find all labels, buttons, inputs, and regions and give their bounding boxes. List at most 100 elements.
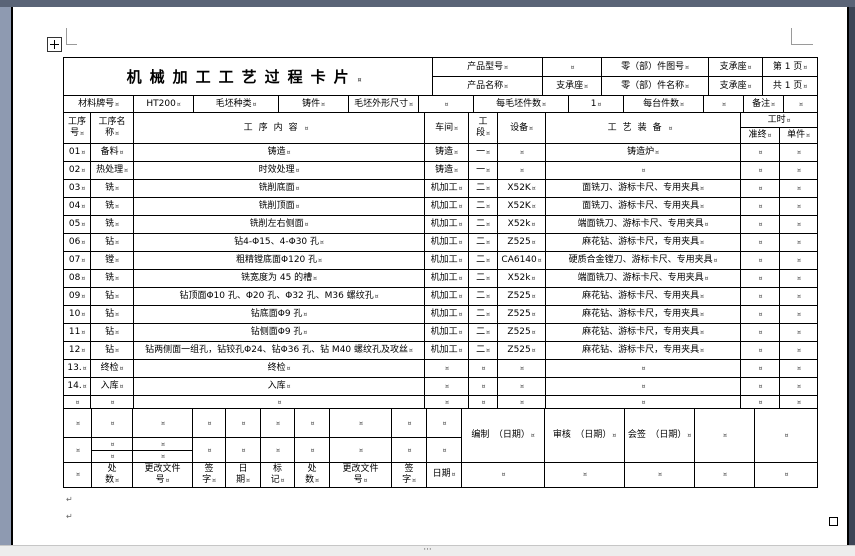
col-header-prep-time[interactable]: 准终¤ (740, 127, 780, 144)
table-resize-handle[interactable] (829, 517, 838, 526)
cell-op-name[interactable]: 备料¤ (90, 143, 134, 162)
cell-prep-time[interactable]: ¤ (740, 377, 780, 396)
cell-section[interactable]: 二¤ (468, 179, 498, 198)
cell-shop[interactable]: 机加工¤ (424, 233, 469, 252)
page-number[interactable]: 第 1 页¤ (762, 57, 818, 77)
signature-cell[interactable]: ¤ (694, 461, 755, 488)
cell-op-no[interactable]: 09¤ (63, 287, 91, 306)
cell-prep-time[interactable]: ¤ (740, 287, 780, 306)
cell-prep-time[interactable]: ¤ (740, 179, 780, 198)
blank-size-value[interactable]: ¤ (418, 95, 474, 113)
revision-cell[interactable]: ¤ (329, 437, 392, 463)
per-machine-label[interactable]: 每台件数¤ (623, 95, 704, 113)
revision-cell[interactable]: ¤ (91, 408, 133, 438)
cell-op-name[interactable]: 钻¤ (90, 341, 134, 360)
cell-unit-time[interactable]: ¤ (779, 251, 818, 270)
cell-equipment[interactable]: CA6140¤ (497, 251, 546, 270)
cell-shop[interactable]: 机加工¤ (424, 179, 469, 198)
cell-unit-time[interactable]: ¤ (779, 197, 818, 216)
cell-op-name[interactable]: ¤ (90, 395, 134, 409)
cell-unit-time[interactable]: ¤ (779, 323, 818, 342)
revision-cell[interactable]: ¤ (91, 450, 133, 463)
cell-shop[interactable]: ¤ (424, 377, 469, 396)
revision-cell[interactable]: ¤ (225, 437, 261, 463)
cell-op-name[interactable]: 热处理¤ (90, 161, 134, 180)
cell-op-name[interactable]: 铣¤ (90, 179, 134, 198)
page-title[interactable]: 机械加工工艺过程卡片¤ (63, 57, 433, 96)
cell-op-name[interactable]: 铣¤ (90, 215, 134, 234)
part-drawing-no-label[interactable]: 零（部）件图号¤ (601, 57, 709, 77)
cell-tooling[interactable]: 麻花钻、游标卡尺、专用夹具¤ (545, 287, 741, 306)
cell-equipment[interactable]: Z525¤ (497, 287, 546, 306)
cell-tooling[interactable]: 面铣刀、游标卡尺、专用夹具¤ (545, 197, 741, 216)
cell-equipment[interactable]: ¤ (497, 377, 546, 396)
total-pages[interactable]: 共 1 页¤ (762, 76, 818, 96)
blank-size-label[interactable]: 毛坯外形尺寸¤ (348, 95, 419, 113)
scrollbar-dots-icon[interactable]: ··· (423, 545, 432, 555)
cell-op-no[interactable]: 07¤ (63, 251, 91, 270)
signature-cell[interactable]: ¤ (544, 461, 625, 488)
cell-shop[interactable]: ¤ (424, 359, 469, 378)
cell-op-no[interactable]: 14.¤ (63, 377, 91, 396)
cell-op-content[interactable]: 铸造¤ (133, 143, 425, 162)
cell-op-name[interactable]: 终检¤ (90, 359, 134, 378)
cell-prep-time[interactable]: ¤ (740, 197, 780, 216)
cell-unit-time[interactable]: ¤ (779, 377, 818, 396)
col-header-section[interactable]: 工 段¤ (468, 112, 498, 144)
cell-equipment[interactable]: X52k¤ (497, 269, 546, 288)
col-header-unit-time[interactable]: 单件¤ (779, 127, 818, 144)
cell-op-name[interactable]: 入库¤ (90, 377, 134, 396)
cell-shop[interactable]: 铸造¤ (424, 161, 469, 180)
cell-tooling[interactable]: ¤ (545, 377, 741, 396)
cell-op-no[interactable]: ¤ (63, 395, 91, 409)
cell-tooling[interactable]: ¤ (545, 395, 741, 409)
cell-unit-time[interactable]: ¤ (779, 233, 818, 252)
cell-op-no[interactable]: 03¤ (63, 179, 91, 198)
signature-cell[interactable]: ¤ (754, 408, 818, 463)
reviewed-by-label[interactable]: 审核 （日期）¤ (544, 408, 625, 463)
cell-equipment[interactable]: Z525¤ (497, 323, 546, 342)
cell-equipment[interactable]: X52K¤ (497, 197, 546, 216)
col-header-hours[interactable]: 工时¤ (740, 112, 818, 128)
cell-section[interactable]: ¤ (468, 359, 498, 378)
cell-prep-time[interactable]: ¤ (740, 233, 780, 252)
part-name-value[interactable]: 支承座¤ (708, 76, 763, 96)
revision-header-date[interactable]: 日 期¤ (225, 461, 261, 488)
cell-op-name[interactable]: 铣¤ (90, 269, 134, 288)
cell-shop[interactable]: ¤ (424, 395, 469, 409)
cell-equipment[interactable]: X52k¤ (497, 215, 546, 234)
revision-header-sign[interactable]: 签 字¤ (391, 461, 427, 488)
blank-kind-value[interactable]: 铸件¤ (278, 95, 349, 113)
signature-cell[interactable]: ¤ (754, 461, 818, 488)
cell-shop[interactable]: 机加工¤ (424, 305, 469, 324)
compiled-by-label[interactable]: 编制 （日期）¤ (461, 408, 545, 463)
part-name-label[interactable]: 零（部）件名称¤ (601, 76, 709, 96)
cell-op-content[interactable]: 粗精镗底面Φ120 孔¤ (133, 251, 425, 270)
horizontal-scrollbar[interactable]: ··· (0, 545, 855, 556)
cell-op-content[interactable]: 铣削顶面¤ (133, 197, 425, 216)
cell-shop[interactable]: 机加工¤ (424, 269, 469, 288)
cell-op-content[interactable]: ¤ (133, 395, 425, 409)
blank-kind-label[interactable]: 毛坯种类¤ (193, 95, 279, 113)
cell-tooling[interactable]: 麻花钻、游标卡尺，专用夹具¤ (545, 233, 741, 252)
revision-cell[interactable]: ¤ (260, 437, 295, 463)
cell-tooling[interactable]: 麻花钻、游标卡尺，专用夹具¤ (545, 323, 741, 342)
signature-cell[interactable]: ¤ (694, 408, 755, 463)
cell-tooling[interactable]: 硬质合金镗刀、游标卡尺、专用夹具¤ (545, 251, 741, 270)
cell-unit-time[interactable]: ¤ (779, 179, 818, 198)
cell-tooling[interactable]: ¤ (545, 161, 741, 180)
product-name-value[interactable]: 支承座¤ (542, 76, 602, 96)
revision-cell[interactable]: ¤ (192, 437, 226, 463)
cell-op-content[interactable]: 钻4-Φ15、4-Φ30 孔¤ (133, 233, 425, 252)
cell-section[interactable]: 二¤ (468, 233, 498, 252)
col-header-tooling[interactable]: 工艺装备¤ (545, 112, 741, 144)
cell-unit-time[interactable]: ¤ (779, 161, 818, 180)
cell-tooling[interactable]: 麻花钻、游标卡尺，专用夹具¤ (545, 341, 741, 360)
col-header-op-name[interactable]: 工序名 称¤ (90, 112, 134, 144)
part-drawing-no-value[interactable]: 支承座¤ (708, 57, 763, 77)
product-name-label[interactable]: 产品名称¤ (432, 76, 543, 96)
cell-equipment[interactable]: Z525¤ (497, 341, 546, 360)
cell-tooling[interactable]: 铸造炉¤ (545, 143, 741, 162)
cell-op-content[interactable]: 时效处理¤ (133, 161, 425, 180)
col-header-equipment[interactable]: 设备¤ (497, 112, 546, 144)
